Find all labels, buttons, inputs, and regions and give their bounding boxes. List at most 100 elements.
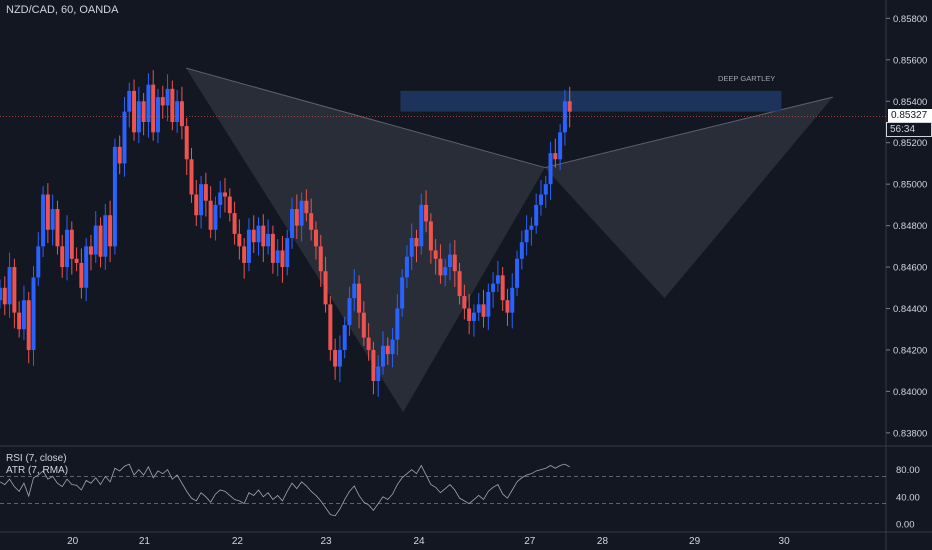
candle-body <box>189 159 194 195</box>
candle-body <box>534 204 539 226</box>
pattern-bcd-triangle <box>544 97 833 299</box>
candle-body <box>26 300 31 350</box>
y-tick-label: 0.85600 <box>893 55 927 66</box>
candle-body <box>251 229 256 243</box>
candle-body <box>199 184 204 216</box>
candle-body <box>476 304 481 313</box>
pattern-xb-line <box>185 67 546 169</box>
candle-body <box>448 254 453 268</box>
candle-body <box>141 101 146 122</box>
y-tick-label: 0.84000 <box>893 387 927 398</box>
candle-body <box>60 246 65 268</box>
last-price-tag: 0.85327 <box>888 109 932 123</box>
candle-body <box>246 229 251 263</box>
candle-body <box>151 84 156 133</box>
x-tick-label: 20 <box>67 536 79 547</box>
candle-body <box>347 298 352 326</box>
candle-body <box>294 209 299 226</box>
candle-body <box>170 88 175 122</box>
x-tick-label: 22 <box>232 536 244 547</box>
candle-body <box>414 238 419 247</box>
y-tick-label: 0.85800 <box>893 14 927 25</box>
candle-body <box>227 196 232 214</box>
y-tick-label: 0.84600 <box>893 263 927 274</box>
candle-body <box>366 337 371 350</box>
candle-body <box>50 209 55 230</box>
candle-body <box>136 101 141 133</box>
candle-body <box>390 339 395 355</box>
x-tick-label: 24 <box>414 536 426 547</box>
candle-body <box>385 345 390 355</box>
candle-body <box>12 267 17 313</box>
pattern-annotation: DEEP GARTLEY <box>718 74 775 83</box>
candle-body <box>342 325 347 350</box>
candle-body <box>108 215 113 247</box>
candle-body <box>223 192 228 197</box>
candle-body <box>203 184 208 201</box>
x-tick-label: 23 <box>320 536 332 547</box>
candle-body <box>443 267 448 276</box>
candle-body <box>213 204 218 230</box>
candle-body <box>21 300 26 330</box>
y-tick-label: 0.84800 <box>893 221 927 232</box>
candle-body <box>500 275 505 301</box>
candle-body <box>127 90 132 112</box>
rsi-tick-label: 0.00 <box>896 520 915 531</box>
pattern-bd-line <box>544 96 833 169</box>
candle-body <box>524 229 529 243</box>
candle-body <box>41 194 46 247</box>
candle-body <box>84 246 89 288</box>
rsi-tick-label: 40.00 <box>896 492 920 503</box>
candle-body <box>69 229 74 259</box>
x-tick-label: 21 <box>139 536 151 547</box>
candle-body <box>208 200 213 230</box>
candle-body <box>270 233 275 263</box>
candle-body <box>519 242 524 259</box>
candle-body <box>409 238 414 257</box>
y-tick-label: 0.84200 <box>893 345 927 356</box>
candle-body <box>45 194 50 230</box>
candle-body <box>328 304 333 350</box>
candle-body <box>112 146 117 247</box>
rsi-line <box>0 463 570 517</box>
candle-body <box>567 101 572 112</box>
candle-body <box>433 250 438 259</box>
candle-body <box>280 250 285 268</box>
candle-body <box>318 246 323 272</box>
candle-body <box>337 349 342 367</box>
candle-body <box>428 221 433 251</box>
candle-body <box>304 200 309 214</box>
candle-body <box>194 194 199 216</box>
candle-body <box>285 238 290 268</box>
candle-body <box>538 194 543 205</box>
candle-body <box>88 246 93 255</box>
candle-body <box>543 184 548 195</box>
candle-body <box>55 209 60 247</box>
rsi-label: RSI (7, close) <box>6 453 67 464</box>
candle-body <box>117 146 122 164</box>
candle-body <box>36 246 41 278</box>
candle-body <box>361 312 366 338</box>
candle-body <box>515 258 520 288</box>
candle-body <box>122 111 127 164</box>
candle-body <box>491 283 496 292</box>
candle-body <box>452 254 457 272</box>
candle-body <box>299 200 304 226</box>
y-tick-label: 0.85000 <box>893 180 927 191</box>
atr-label: ATR (7, RMA) <box>6 465 69 476</box>
candle-body <box>275 250 280 263</box>
pattern-xab-triangle <box>186 68 545 413</box>
y-tick-label: 0.84400 <box>893 304 927 315</box>
candle-body <box>486 291 491 317</box>
y-tick-label: 0.83800 <box>893 428 927 439</box>
candle-body <box>548 153 553 185</box>
candle-body <box>93 225 98 255</box>
candle-body <box>562 101 567 133</box>
countdown-tag: 56:34 <box>886 122 932 138</box>
candle-body <box>333 349 338 367</box>
x-tick-label: 28 <box>597 536 609 547</box>
candle-body <box>357 283 362 313</box>
candle-body <box>529 225 534 230</box>
y-tick-label: 0.85200 <box>893 138 927 149</box>
